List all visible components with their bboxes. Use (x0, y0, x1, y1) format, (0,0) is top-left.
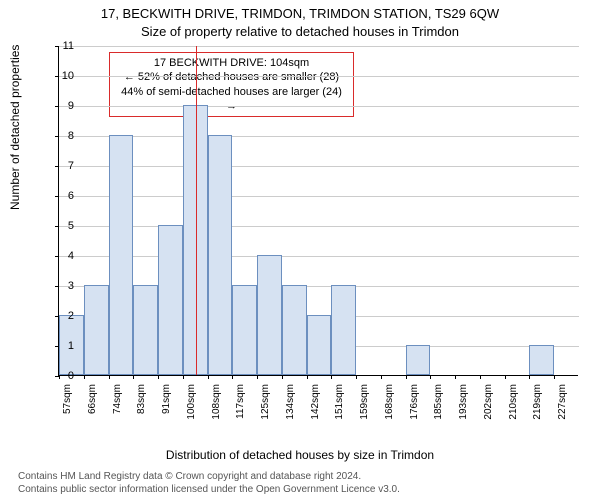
histogram-bar (257, 255, 282, 375)
marker-line (196, 46, 197, 375)
xtick-label: 193sqm (458, 384, 469, 432)
histogram-bar (232, 285, 257, 375)
histogram-bar (307, 315, 332, 375)
xtick-label: 202sqm (483, 384, 494, 432)
ytick-label: 10 (44, 70, 74, 82)
xtick-mark (381, 375, 382, 379)
footer-credits: Contains HM Land Registry data © Crown c… (18, 470, 400, 496)
xtick-mark (257, 375, 258, 379)
xtick-mark (455, 375, 456, 379)
ytick-label: 2 (44, 310, 74, 322)
xtick-label: 159sqm (359, 384, 370, 432)
xtick-label: 134sqm (285, 384, 296, 432)
xtick-label: 83sqm (136, 384, 147, 432)
annotation-box: 17 BECKWITH DRIVE: 104sqm ← 52% of detac… (109, 52, 354, 117)
ytick-label: 8 (44, 130, 74, 142)
gridline (59, 166, 579, 167)
footer-line2: Contains public sector information licen… (18, 483, 400, 496)
ytick-label: 6 (44, 190, 74, 202)
xtick-mark (282, 375, 283, 379)
xtick-mark (232, 375, 233, 379)
x-axis-label: Distribution of detached houses by size … (0, 448, 600, 462)
ytick-label: 1 (44, 340, 74, 352)
xtick-mark (109, 375, 110, 379)
ytick-label: 4 (44, 250, 74, 262)
chart-title-address: 17, BECKWITH DRIVE, TRIMDON, TRIMDON STA… (0, 6, 600, 21)
xtick-mark (529, 375, 530, 379)
xtick-label: 176sqm (409, 384, 420, 432)
xtick-label: 57sqm (62, 384, 73, 432)
ytick-label: 9 (44, 100, 74, 112)
histogram-bar (158, 225, 183, 375)
xtick-label: 168sqm (384, 384, 395, 432)
xtick-label: 125sqm (260, 384, 271, 432)
xtick-mark (183, 375, 184, 379)
xtick-mark (356, 375, 357, 379)
ytick-label: 11 (44, 40, 74, 52)
xtick-label: 185sqm (433, 384, 444, 432)
xtick-mark (133, 375, 134, 379)
xtick-mark (208, 375, 209, 379)
histogram-bar (208, 135, 233, 375)
xtick-mark (406, 375, 407, 379)
xtick-label: 66sqm (87, 384, 98, 432)
annotation-line1: 17 BECKWITH DRIVE: 104sqm (116, 56, 347, 70)
xtick-mark (480, 375, 481, 379)
annotation-line3: 44% of semi-detached houses are larger (… (116, 85, 347, 114)
gridline (59, 76, 579, 77)
annotation-line2: ← 52% of detached houses are smaller (28… (116, 70, 347, 84)
plot-area: 17 BECKWITH DRIVE: 104sqm ← 52% of detac… (58, 46, 578, 376)
xtick-label: 108sqm (211, 384, 222, 432)
xtick-label: 151sqm (334, 384, 345, 432)
xtick-mark (158, 375, 159, 379)
ytick-label: 5 (44, 220, 74, 232)
chart-container: 17, BECKWITH DRIVE, TRIMDON, TRIMDON STA… (0, 0, 600, 500)
histogram-bar (406, 345, 431, 375)
xtick-mark (84, 375, 85, 379)
xtick-label: 227sqm (557, 384, 568, 432)
gridline (59, 46, 579, 47)
ytick-label: 0 (44, 370, 74, 382)
chart-title-subtitle: Size of property relative to detached ho… (0, 24, 600, 39)
gridline (59, 106, 579, 107)
histogram-bar (331, 285, 356, 375)
histogram-bar (282, 285, 307, 375)
xtick-label: 100sqm (186, 384, 197, 432)
histogram-bar (84, 285, 109, 375)
xtick-mark (554, 375, 555, 379)
xtick-label: 91sqm (161, 384, 172, 432)
xtick-mark (430, 375, 431, 379)
xtick-mark (505, 375, 506, 379)
xtick-label: 219sqm (532, 384, 543, 432)
xtick-label: 74sqm (112, 384, 123, 432)
xtick-label: 142sqm (310, 384, 321, 432)
gridline (59, 136, 579, 137)
xtick-label: 210sqm (508, 384, 519, 432)
ytick-label: 3 (44, 280, 74, 292)
histogram-bar (109, 135, 134, 375)
ytick-label: 7 (44, 160, 74, 172)
y-axis-label: Number of detached properties (8, 45, 22, 210)
histogram-bar (133, 285, 158, 375)
gridline (59, 226, 579, 227)
xtick-mark (331, 375, 332, 379)
xtick-mark (307, 375, 308, 379)
footer-line1: Contains HM Land Registry data © Crown c… (18, 470, 400, 483)
xtick-label: 117sqm (235, 384, 246, 432)
gridline (59, 196, 579, 197)
histogram-bar (529, 345, 554, 375)
gridline (59, 256, 579, 257)
